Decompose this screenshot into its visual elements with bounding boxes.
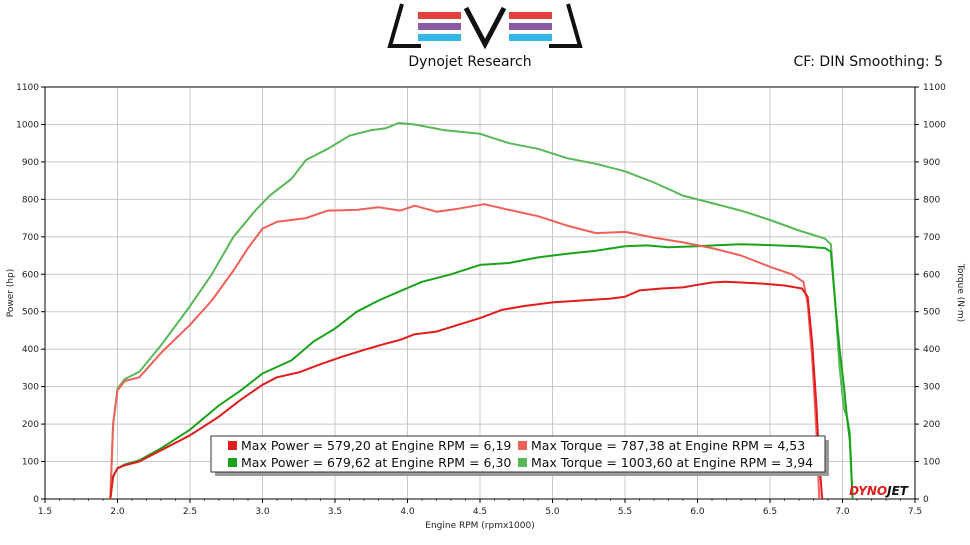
x-tick-label: 7.0	[835, 507, 850, 517]
series-layer	[109, 122, 854, 500]
series-line-torque-red	[109, 203, 821, 500]
y-tick-label-left: 500	[22, 308, 39, 318]
legend: Max Power = 579,20 at Engine RPM = 6,19 …	[210, 435, 829, 476]
legend-swatch-power-red	[228, 441, 237, 450]
y-axis-left: 0 100 200 300 400 500 600 700 800 900 1000 1100	[16, 83, 45, 505]
level-logo	[387, 3, 583, 50]
x-tick-label: 3.5	[328, 507, 342, 517]
logo-right-bar-1	[509, 12, 552, 19]
y-tick-label-right: 0	[923, 495, 929, 505]
x-tick-label: 3.0	[255, 507, 270, 517]
logo-right-bar-3	[509, 34, 552, 41]
y-tick-label-right: 400	[923, 345, 940, 355]
y-tick-label-left: 800	[22, 195, 39, 205]
watermark-dyno: DYNO	[849, 484, 887, 498]
series-line-power-green	[109, 243, 854, 500]
y-tick-label-right: 200	[923, 420, 940, 430]
dynojet-watermark: DYNOJET	[849, 484, 909, 498]
logo-right-bracket	[549, 3, 583, 48]
logo-left-bar-1	[418, 12, 461, 19]
y-tick-label-right: 700	[923, 233, 940, 243]
y-tick-label-left: 100	[22, 458, 39, 468]
y-tick-label-left: 700	[22, 233, 39, 243]
y-tick-label-left: 1000	[16, 120, 39, 130]
y-axis-right: 0 100 200 300 400 500 600 700 800 900 1000 1100	[915, 83, 946, 505]
chart-subtitle: Dynojet Research	[408, 54, 531, 70]
x-tick-label: 5.5	[618, 507, 632, 517]
y-axis-right-title: Torque (N·m)	[955, 263, 965, 322]
x-tick-label: 5.0	[545, 507, 560, 517]
logo-left-bar-2	[418, 23, 461, 30]
y-tick-label-right: 600	[923, 270, 940, 280]
series-line-power-red	[109, 280, 824, 500]
logo-v-mark	[463, 6, 507, 50]
grid	[45, 87, 915, 499]
x-tick-label: 2.0	[110, 507, 125, 517]
y-tick-label-right: 300	[923, 383, 940, 393]
y-tick-label-right: 500	[923, 308, 940, 318]
dyno-settings: CF: DIN Smoothing: 5	[794, 54, 943, 70]
y-tick-label-left: 300	[22, 383, 39, 393]
legend-item-torque-green: Max Torque = 1003,60 at Engine RPM = 3,9…	[531, 455, 813, 470]
y-tick-label-left: 200	[22, 420, 39, 430]
x-tick-label: 4.5	[473, 507, 487, 517]
series-line-torque-green	[109, 122, 854, 500]
legend-item-torque-red: Max Torque = 787,38 at Engine RPM = 4,53	[531, 438, 805, 453]
y-tick-label-right: 800	[923, 195, 940, 205]
y-axis-left-title: Power (hp)	[6, 269, 16, 318]
watermark-jet: JET	[885, 484, 909, 498]
legend-swatch-power-green	[228, 458, 237, 467]
y-tick-label-right: 100	[923, 458, 940, 468]
x-tick-label: 1.5	[38, 507, 52, 517]
x-tick-label: 6.5	[763, 507, 777, 517]
logo-left-bracket	[387, 3, 421, 48]
x-tick-label: 2.5	[183, 507, 197, 517]
x-axis-title: Engine RPM (rpmx1000)	[425, 521, 534, 531]
x-tick-label: 6.0	[690, 507, 705, 517]
y-tick-label-right: 1100	[923, 83, 946, 93]
legend-item-power-green: Max Power = 679,62 at Engine RPM = 6,30	[241, 455, 511, 470]
legend-swatch-torque-red	[518, 441, 527, 450]
x-tick-label: 7.5	[908, 507, 922, 517]
y-tick-label-left: 900	[22, 158, 39, 168]
logo-right-bar-2	[509, 23, 552, 30]
legend-swatch-torque-green	[518, 458, 527, 467]
legend-item-power-red: Max Power = 579,20 at Engine RPM = 6,19	[241, 438, 511, 453]
svg-text:DYNOJET: DYNOJET	[849, 484, 909, 498]
logo-left-bar-3	[418, 34, 461, 41]
y-tick-label-left: 1100	[16, 83, 39, 93]
y-tick-label-left: 0	[33, 495, 39, 505]
y-tick-label-right: 900	[923, 158, 940, 168]
y-tick-label-left: 600	[22, 270, 39, 280]
y-tick-label-right: 1000	[923, 120, 946, 130]
x-tick-label: 4.0	[400, 507, 415, 517]
y-tick-label-left: 400	[22, 345, 39, 355]
x-axis: 1.5 2.0 2.5 3.0 3.5 4.0 4.5 5.0 5.5 6.0 6.5 7.0 7.5	[38, 499, 922, 517]
